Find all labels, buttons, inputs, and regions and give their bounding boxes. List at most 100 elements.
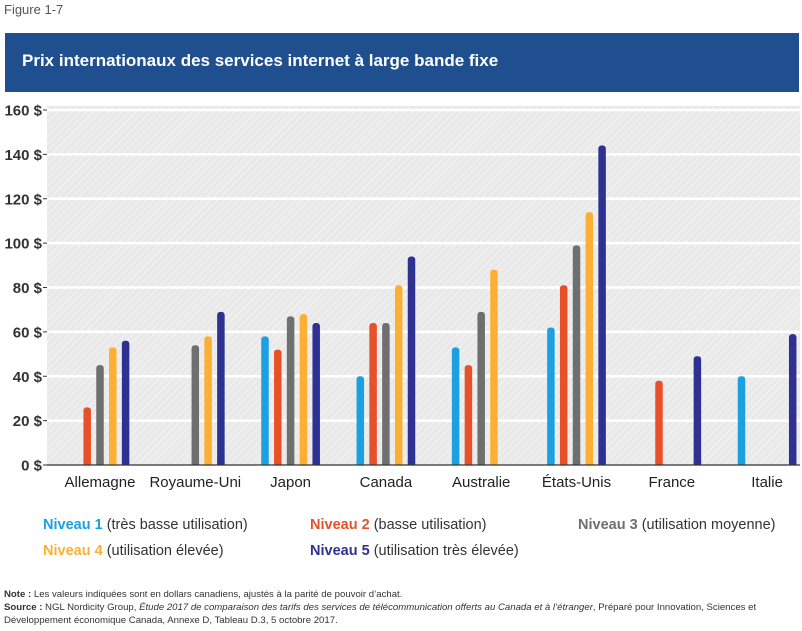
source-pre: NGL Nordicity Group, xyxy=(42,602,140,613)
y-tick-label: 60 $ xyxy=(13,324,43,341)
legend-name: Niveau 4 xyxy=(43,543,103,559)
note-line: Note : Les valeurs indiquées sont en dol… xyxy=(4,588,800,601)
bar--tats-unis-niveau-3 xyxy=(572,245,581,465)
bar-base xyxy=(217,461,225,465)
x-category-label: Australie xyxy=(452,474,510,491)
legend-item-niveau-5: Niveau 5 (utilisation très élevée) xyxy=(310,543,519,559)
bar--tats-unis-niveau-4 xyxy=(585,212,594,465)
bar-base xyxy=(312,461,320,465)
x-category-label: États-Unis xyxy=(542,474,611,491)
legend-name: Niveau 3 xyxy=(578,517,638,533)
bar-base xyxy=(451,461,460,465)
bar-allemagne-niveau-4 xyxy=(109,347,117,465)
x-category-label: Canada xyxy=(360,474,413,491)
source-post: , Préparé pour Innovation, Sciences et D… xyxy=(4,602,757,626)
legend-desc: (utilisation moyenne) xyxy=(641,517,776,533)
bar-royaume-uni-niveau-4 xyxy=(204,336,212,465)
source-title: Étude 2017 de comparaison des tarifs des… xyxy=(139,602,593,613)
bar-base xyxy=(204,461,212,465)
bar-base xyxy=(286,461,295,465)
bar-base xyxy=(382,461,390,465)
y-tick-label: 20 $ xyxy=(13,413,43,430)
bar-base xyxy=(274,461,282,465)
bar-base xyxy=(299,461,308,465)
y-tick-label: 160 $ xyxy=(4,103,42,120)
bar-canada-niveau-1 xyxy=(356,376,365,465)
bar-base xyxy=(598,461,606,465)
bar-base xyxy=(369,461,377,465)
y-tick-label: 100 $ xyxy=(4,236,42,253)
bar-base xyxy=(394,461,403,465)
legend-name: Niveau 2 xyxy=(310,517,370,533)
x-category-label: Japon xyxy=(270,474,311,491)
legend-item-niveau-3: Niveau 3 (utilisation moyenne) xyxy=(578,517,775,533)
source-label: Source : xyxy=(4,602,43,613)
bar-base xyxy=(559,461,568,465)
source-line: Source : NGL Nordicity Group, Étude 2017… xyxy=(4,601,800,627)
bar-italie-niveau-1 xyxy=(737,376,746,465)
bar-australie-niveau-2 xyxy=(464,365,473,465)
bar-base xyxy=(655,461,663,465)
bars xyxy=(83,145,797,465)
bar-italie-niveau-5 xyxy=(788,334,797,465)
bar-base xyxy=(572,461,581,465)
title-bar: Prix internationaux des services interne… xyxy=(5,33,799,92)
x-axis-categories: Allemagne Royaume-Uni Japon Canada Australie… xyxy=(65,474,783,491)
y-tick-label: 80 $ xyxy=(13,280,43,297)
bar-base xyxy=(83,461,91,465)
legend-desc: (basse utilisation) xyxy=(373,517,487,533)
grid-lines xyxy=(47,108,800,422)
x-category-label: Italie xyxy=(751,474,783,491)
legend-name: Niveau 5 xyxy=(310,543,370,559)
bar-base xyxy=(356,461,365,465)
bar-royaume-uni-niveau-3 xyxy=(191,345,200,465)
bar-canada-niveau-5 xyxy=(407,256,416,465)
y-tick-label: 0 $ xyxy=(21,458,43,475)
bar-canada-niveau-3 xyxy=(382,323,390,465)
legend-item-niveau-4: Niveau 4 (utilisation élevée) xyxy=(43,543,224,559)
legend-desc: (très basse utilisation) xyxy=(106,517,248,533)
bar-base xyxy=(490,461,498,465)
bar-canada-niveau-4 xyxy=(394,285,403,465)
y-tick-label: 140 $ xyxy=(4,147,42,164)
x-category-label: Allemagne xyxy=(65,474,136,491)
bar-australie-niveau-3 xyxy=(477,311,485,465)
bar-australie-niveau-4 xyxy=(490,269,498,465)
bar-japon-niveau-5 xyxy=(312,323,320,465)
bar-base xyxy=(737,461,746,465)
y-tick-label: 40 $ xyxy=(13,369,43,386)
bar-base xyxy=(121,461,130,465)
bar-canada-niveau-2 xyxy=(369,323,377,465)
plot-background xyxy=(47,106,800,465)
bar-base xyxy=(788,461,797,465)
bar-australie-niveau-1 xyxy=(451,347,460,465)
legend-item-niveau-1: Niveau 1 (très basse utilisation) xyxy=(43,517,248,533)
bar-japon-niveau-4 xyxy=(299,314,308,465)
bar-base xyxy=(109,461,117,465)
bar-allemagne-niveau-2 xyxy=(83,407,91,465)
bar-chart: 0 $20 $40 $60 $80 $100 $120 $140 $160 $ … xyxy=(4,103,800,491)
legend-desc: (utilisation élevée) xyxy=(106,543,224,559)
figure-label: Figure 1-7 xyxy=(4,2,64,17)
bar-base xyxy=(191,461,200,465)
note-text: Les valeurs indiquées sont en dollars ca… xyxy=(31,589,403,600)
bar-japon-niveau-2 xyxy=(274,349,282,465)
bar-base xyxy=(585,461,594,465)
bar-japon-niveau-1 xyxy=(261,336,269,465)
bar-base xyxy=(261,461,269,465)
chart-title: Prix internationaux des services interne… xyxy=(22,51,499,70)
bar-japon-niveau-3 xyxy=(286,316,295,465)
bar--tats-unis-niveau-2 xyxy=(559,285,568,465)
y-axis-ticks: 0 $ 20 $ 40 $ 60 $ 80 $ 100 $ 120 $ 140 $ 160 $ xyxy=(4,103,47,475)
x-category-label: France xyxy=(648,474,695,491)
bar-allemagne-niveau-5 xyxy=(121,340,130,465)
legend-name: Niveau 1 xyxy=(43,517,103,533)
notes: Note : Les valeurs indiquées sont en dol… xyxy=(4,588,800,627)
bar-base xyxy=(477,461,485,465)
bar-france-niveau-5 xyxy=(693,356,702,465)
bar--tats-unis-niveau-1 xyxy=(547,327,555,465)
bar-allemagne-niveau-3 xyxy=(96,365,104,465)
x-category-label: Royaume-Uni xyxy=(149,474,241,491)
bar--tats-unis-niveau-5 xyxy=(598,145,606,465)
legend-desc: (utilisation très élevée) xyxy=(373,543,519,559)
